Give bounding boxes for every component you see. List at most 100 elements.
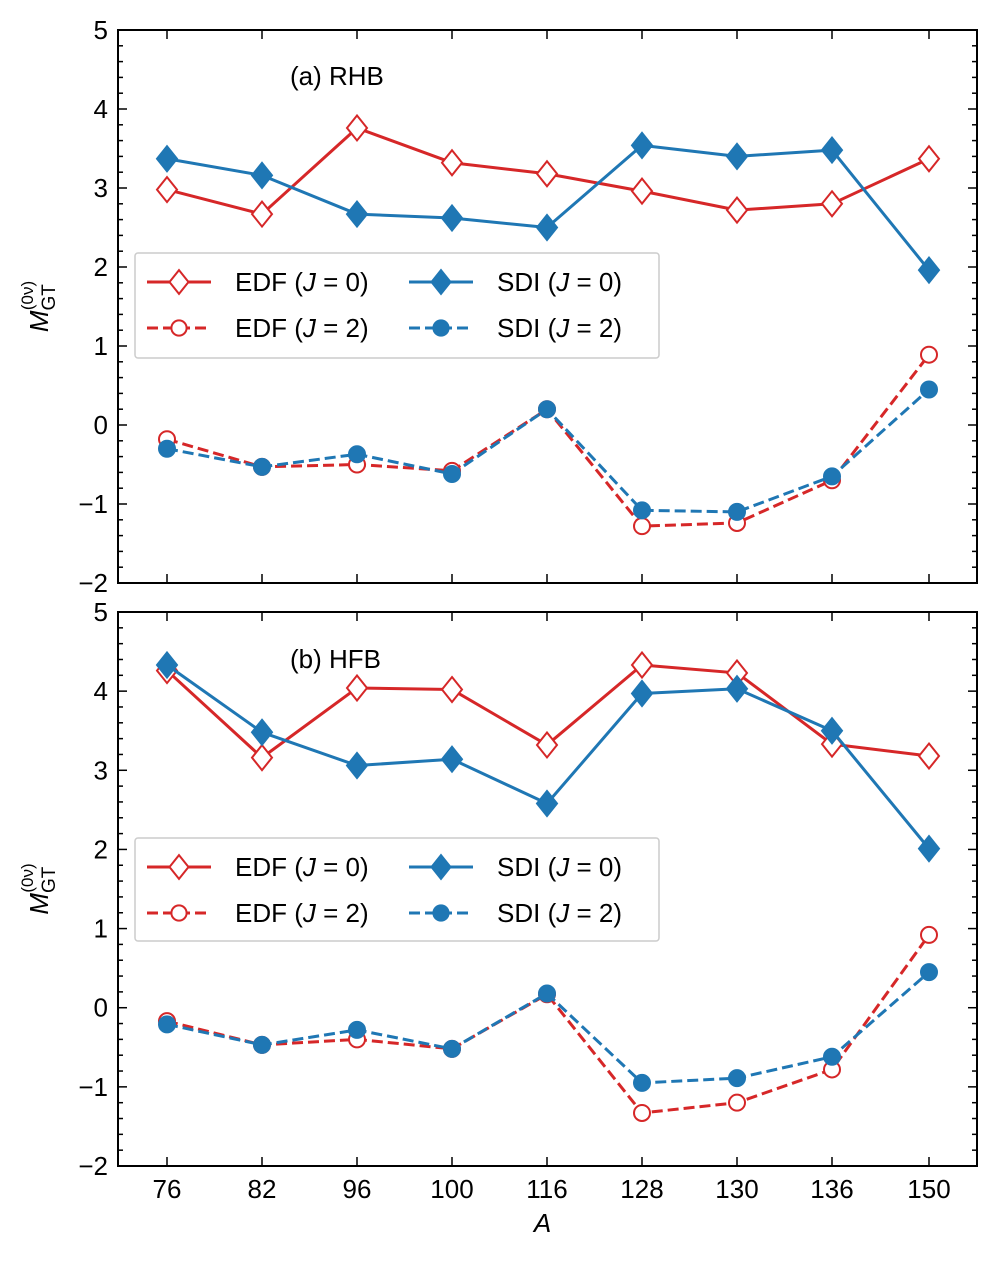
legend-label: SDI (J = 0)	[497, 852, 622, 882]
data-point	[345, 673, 369, 703]
data-point	[535, 159, 559, 188]
data-point	[630, 650, 654, 680]
data-point	[633, 1103, 651, 1122]
y-tick-label: 2	[94, 252, 108, 282]
y-axis-label-subscript: GT	[39, 866, 60, 893]
data-point	[633, 517, 651, 536]
y-axis-label-superscript: (0ν)	[18, 863, 37, 892]
data-point	[820, 189, 844, 218]
x-tick-label: 136	[810, 1174, 853, 1204]
y-tick-label: 4	[94, 94, 108, 124]
legend-marker	[430, 853, 452, 881]
data-point	[250, 199, 274, 229]
data-point	[725, 674, 749, 703]
data-point	[155, 650, 179, 680]
data-point	[155, 175, 179, 204]
legend-label-prefix: SDI (	[497, 852, 557, 882]
x-tick-label: 100	[430, 1174, 473, 1204]
legend-label-suffix: = 2)	[569, 313, 622, 343]
data-point	[820, 135, 844, 165]
y-tick-label: 5	[94, 597, 108, 627]
legend-marker	[170, 319, 188, 337]
legend-label-prefix: EDF (	[235, 852, 303, 882]
data-point	[443, 1039, 461, 1058]
data-point	[250, 743, 274, 772]
data-point	[630, 131, 654, 160]
y-axis-label-base: M	[24, 310, 54, 332]
legend-entry: EDF (J = 0)	[147, 852, 369, 882]
legend-label: EDF (J = 0)	[235, 852, 369, 882]
data-point	[630, 679, 654, 708]
legend-label-variable: J	[555, 267, 570, 297]
data-point	[920, 345, 938, 364]
legend-label: SDI (J = 2)	[497, 313, 622, 343]
legend-entry: EDF (J = 2)	[147, 313, 369, 343]
data-point	[440, 203, 464, 233]
legend-label-suffix: = 2)	[569, 898, 622, 928]
legend-label-prefix: EDF (	[235, 313, 303, 343]
panel-label: (b) HFB	[290, 644, 381, 674]
legend-entry: EDF (J = 2)	[147, 898, 369, 928]
legend-marker	[432, 319, 450, 337]
data-point	[630, 177, 654, 206]
y-tick-label: 3	[94, 173, 108, 203]
y-axis-label: MGT(0ν)	[18, 281, 60, 332]
legend-label-prefix: SDI (	[497, 313, 557, 343]
y-tick-label: −1	[78, 1072, 108, 1102]
data-point	[820, 716, 844, 745]
legend-box	[134, 837, 660, 942]
legend-label-variable: J	[555, 313, 570, 343]
legend-label: EDF (J = 2)	[235, 313, 369, 343]
y-tick-label: −2	[78, 1151, 108, 1181]
data-point	[920, 963, 938, 982]
legend-label-suffix: = 0)	[316, 852, 369, 882]
series-3	[158, 963, 938, 1092]
legend-label-suffix: = 0)	[569, 852, 622, 882]
data-point	[538, 400, 556, 419]
legend-marker	[170, 904, 188, 922]
data-point	[345, 199, 369, 229]
panel-b: 5 4 3 2 1 0 −1 −2 76 82 96 100 116 128 130 136 150 A MGT(0…	[18, 597, 978, 1238]
data-point	[348, 445, 366, 464]
data-point	[538, 984, 556, 1003]
legend-label-prefix: EDF (	[235, 267, 303, 297]
data-point	[728, 502, 746, 521]
x-tick-label: 150	[907, 1174, 950, 1204]
legend-entry: SDI (J = 2)	[409, 898, 622, 928]
legend-label-suffix: = 0)	[316, 267, 369, 297]
y-tick-label: 1	[94, 914, 108, 944]
legend-entry: SDI (J = 0)	[409, 852, 622, 882]
legend-marker	[432, 904, 450, 922]
x-tick-label: 116	[526, 1174, 567, 1204]
data-point	[155, 144, 179, 173]
legend-label-prefix: EDF (	[235, 898, 303, 928]
legend-label-variable: J	[302, 898, 317, 928]
legend-label-variable: J	[302, 852, 317, 882]
data-point	[535, 730, 559, 760]
data-point	[250, 161, 274, 190]
data-point	[823, 467, 841, 486]
series-0	[155, 113, 941, 229]
y-tick-label: 3	[94, 755, 108, 785]
y-tick-label: −1	[78, 489, 108, 519]
data-point	[725, 142, 749, 171]
data-point	[633, 501, 651, 520]
y-axis-label-subscript: GT	[39, 284, 60, 311]
y-tick-label: 2	[94, 834, 108, 864]
x-tick-label: 128	[620, 1174, 663, 1204]
y-tick-label: 0	[94, 993, 108, 1023]
data-point	[917, 256, 941, 285]
y-tick-label: 1	[94, 331, 108, 361]
data-point	[440, 675, 464, 704]
data-point	[535, 213, 559, 242]
data-point	[440, 148, 464, 177]
legend-label-variable: J	[555, 852, 570, 882]
data-point	[345, 113, 369, 143]
data-point	[443, 464, 461, 483]
data-point	[535, 789, 559, 818]
data-point	[823, 1047, 841, 1066]
